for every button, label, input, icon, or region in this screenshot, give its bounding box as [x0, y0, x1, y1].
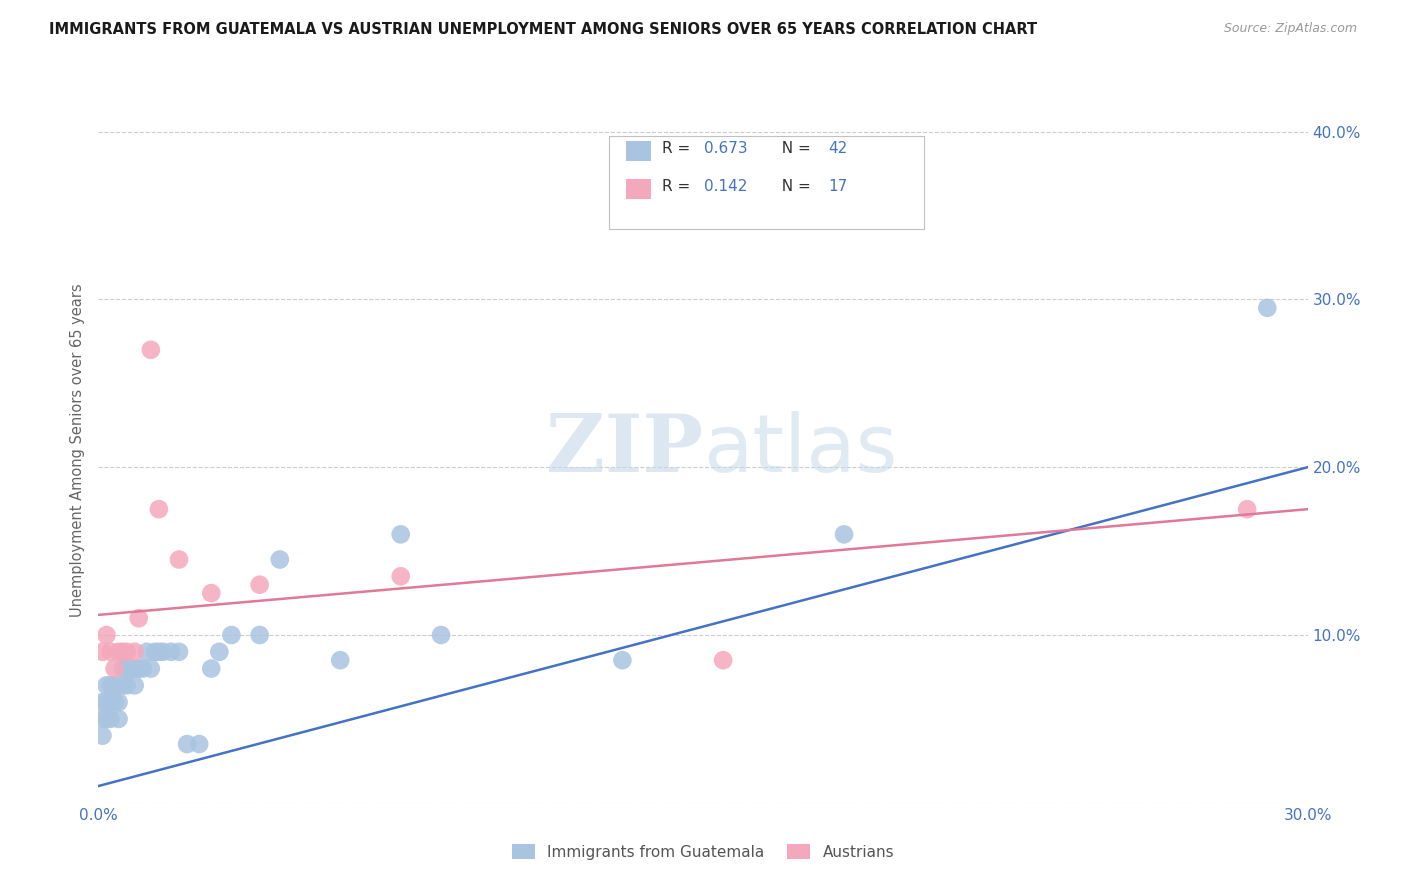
Point	[135, 645, 157, 659]
Text: R =: R =	[662, 179, 696, 194]
Point	[124, 678, 146, 692]
Point	[111, 662, 134, 676]
Point	[167, 552, 190, 566]
Point	[176, 737, 198, 751]
Point	[96, 678, 118, 692]
Point	[111, 645, 134, 659]
Point	[200, 662, 222, 676]
Point	[128, 611, 150, 625]
Text: ZIP: ZIP	[546, 411, 703, 490]
Point	[269, 552, 291, 566]
Point	[103, 662, 125, 676]
Point	[148, 645, 170, 659]
Point	[249, 577, 271, 591]
Point	[107, 645, 129, 659]
Point	[91, 712, 114, 726]
Point	[389, 569, 412, 583]
Point	[143, 645, 166, 659]
Point	[221, 628, 243, 642]
Point	[115, 662, 138, 676]
Point	[832, 527, 855, 541]
Point	[100, 712, 122, 726]
Point	[132, 662, 155, 676]
Point	[103, 695, 125, 709]
Point	[430, 628, 453, 642]
Point	[152, 645, 174, 659]
Point	[249, 628, 271, 642]
Point	[115, 645, 138, 659]
Point	[103, 678, 125, 692]
Point	[107, 695, 129, 709]
Point	[160, 645, 183, 659]
Point	[139, 343, 162, 357]
Text: 0.142: 0.142	[704, 179, 748, 194]
Point	[120, 662, 142, 676]
Point	[1256, 301, 1278, 315]
Point	[128, 662, 150, 676]
Point	[91, 645, 114, 659]
Text: R =: R =	[662, 141, 696, 156]
Point	[200, 586, 222, 600]
Point	[111, 678, 134, 692]
Legend: Immigrants from Guatemala, Austrians: Immigrants from Guatemala, Austrians	[506, 838, 900, 865]
Point	[612, 653, 634, 667]
Point	[107, 712, 129, 726]
Text: 42: 42	[828, 141, 848, 156]
Point	[96, 628, 118, 642]
Point	[208, 645, 231, 659]
Text: atlas: atlas	[703, 411, 897, 490]
Point	[100, 678, 122, 692]
Text: Source: ZipAtlas.com: Source: ZipAtlas.com	[1223, 22, 1357, 36]
Point	[91, 695, 114, 709]
Point	[124, 662, 146, 676]
Point	[124, 645, 146, 659]
Point	[96, 712, 118, 726]
Point	[167, 645, 190, 659]
Point	[329, 653, 352, 667]
Point	[188, 737, 211, 751]
Text: IMMIGRANTS FROM GUATEMALA VS AUSTRIAN UNEMPLOYMENT AMONG SENIORS OVER 65 YEARS C: IMMIGRANTS FROM GUATEMALA VS AUSTRIAN UN…	[49, 22, 1038, 37]
Point	[115, 678, 138, 692]
Point	[91, 729, 114, 743]
Y-axis label: Unemployment Among Seniors over 65 years: Unemployment Among Seniors over 65 years	[70, 284, 86, 617]
Text: N =: N =	[772, 179, 815, 194]
Text: N =: N =	[772, 141, 815, 156]
Point	[100, 645, 122, 659]
Point	[711, 653, 734, 667]
Point	[1236, 502, 1258, 516]
Point	[389, 527, 412, 541]
Text: 0.673: 0.673	[704, 141, 748, 156]
Text: 17: 17	[828, 179, 848, 194]
Point	[100, 695, 122, 709]
Point	[148, 502, 170, 516]
Point	[96, 695, 118, 709]
Point	[139, 662, 162, 676]
